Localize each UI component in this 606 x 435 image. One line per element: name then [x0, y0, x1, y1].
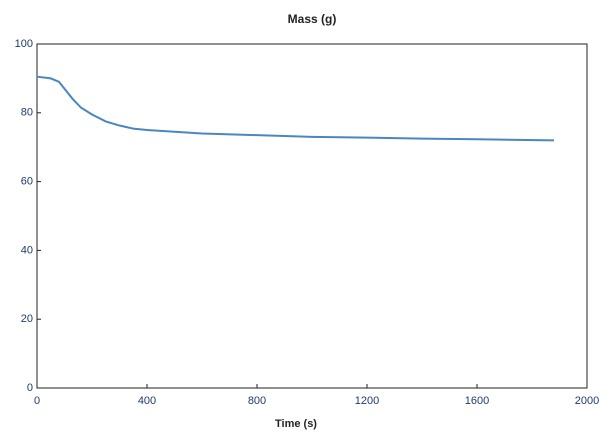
x-tick-label: 400: [138, 395, 156, 407]
y-tick-label: 0: [27, 382, 33, 394]
x-tick-label: 800: [248, 395, 266, 407]
data-line: [36, 75, 555, 142]
x-tick-label: 1200: [355, 395, 379, 407]
y-tick-label: 100: [15, 38, 33, 50]
y-tick-label: 20: [21, 313, 33, 325]
y-tick-label: 40: [21, 244, 33, 256]
y-tick-label: 80: [21, 107, 33, 119]
x-axis-label: Time (s): [275, 418, 317, 430]
x-tick-label: 0: [34, 395, 40, 407]
x-tick-label: 2000: [575, 395, 599, 407]
plot-frame: [36, 43, 588, 389]
x-tick-label: 1600: [465, 395, 489, 407]
chart-title: Mass (g): [288, 12, 337, 26]
y-tick-label: 60: [21, 176, 33, 188]
